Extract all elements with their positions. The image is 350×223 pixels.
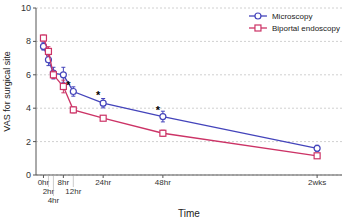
error-bar-cap (71, 86, 75, 87)
point (160, 130, 166, 136)
error-bar-cap (61, 92, 65, 93)
line (43, 46, 317, 148)
x-axis-title: Time (178, 208, 200, 219)
legend-marker (255, 25, 261, 31)
error-bar (51, 71, 55, 78)
x-tick-label: 2hr (43, 187, 55, 196)
error-bar-cap (51, 78, 55, 79)
y-axis-line (36, 8, 37, 175)
legend-label: Microscopy (272, 12, 312, 21)
error-bar-cap (101, 107, 105, 108)
x-axis-line (36, 175, 342, 176)
grid-line (36, 8, 342, 9)
series (40, 43, 320, 152)
annotation: * (156, 104, 161, 116)
error-bar (61, 67, 65, 82)
y-tick-label: 2 (26, 137, 31, 147)
y-tick-label: 10 (21, 3, 31, 13)
point (160, 114, 166, 120)
x-tick-label: 4hr (48, 196, 60, 205)
point (70, 89, 76, 95)
error-bar (71, 107, 75, 113)
grid-line (36, 41, 342, 42)
x-tick (73, 175, 74, 187)
error-bar (315, 145, 319, 151)
y-axis-title: VAS for surgical site (2, 51, 12, 131)
x-tick-label: 8hr (58, 178, 70, 187)
grid-line (36, 74, 342, 75)
point (40, 35, 46, 41)
error-bar (71, 87, 75, 96)
point (60, 72, 66, 78)
error-bar (46, 47, 50, 56)
error-bar (41, 35, 45, 41)
line (43, 38, 317, 156)
point (45, 48, 51, 54)
point (100, 100, 106, 106)
error-bar (61, 80, 65, 93)
grid-line (36, 175, 342, 176)
error-bar (101, 116, 105, 120)
point (100, 115, 106, 121)
x-tick (162, 175, 163, 178)
y-tick-label: 8 (26, 36, 31, 46)
x-tick (63, 175, 64, 178)
x-tick (43, 175, 44, 178)
x-tick (53, 175, 54, 196)
error-bar-cap (101, 98, 105, 99)
error-bar-cap (46, 46, 50, 47)
x-tick (48, 175, 49, 187)
error-bar (315, 154, 319, 158)
grid-line (36, 141, 342, 142)
y-tick-label: 4 (26, 103, 31, 113)
point (50, 72, 56, 78)
chart: 0 2 4 6 8 10 0hr2hr4hr 8hr12hr 24hr 48hr 2wks VAS f… (0, 0, 350, 223)
axes: 0 2 4 6 8 10 0hr2hr4hr 8hr12hr 24hr 48hr 2wks (21, 3, 342, 205)
error-bar-cap (61, 80, 65, 81)
legend: Microscopy Biportal endoscopy (249, 12, 340, 33)
y-tick-label: 0 (26, 170, 31, 180)
error-bar (161, 130, 165, 136)
error-bar-cap (71, 96, 75, 97)
legend-marker (255, 13, 261, 19)
error-bar-cap (46, 65, 50, 66)
legend-label: Biportal endoscopy (272, 24, 340, 33)
point (314, 145, 320, 151)
series (40, 35, 320, 159)
error-bar (101, 99, 105, 108)
grid-line (36, 108, 342, 109)
x-tick (317, 175, 318, 178)
plot-area (40, 35, 320, 159)
point (70, 107, 76, 113)
x-tick-label: 2wks (308, 178, 326, 187)
error-bar-cap (46, 56, 50, 57)
x-tick-label: 0hr (38, 178, 50, 187)
x-tick-label: 12hr (65, 187, 81, 196)
x-tick-label: 48hr (155, 178, 171, 187)
x-tick-label: 24hr (95, 178, 111, 187)
annotation: * (96, 89, 101, 101)
error-bar-cap (161, 121, 165, 122)
error-bar (161, 111, 165, 122)
error-bar-cap (161, 111, 165, 112)
error-bar-cap (61, 67, 65, 68)
x-tick (103, 175, 104, 178)
annotation: * (66, 79, 71, 91)
point (314, 153, 320, 159)
y-tick-label: 6 (26, 70, 31, 80)
